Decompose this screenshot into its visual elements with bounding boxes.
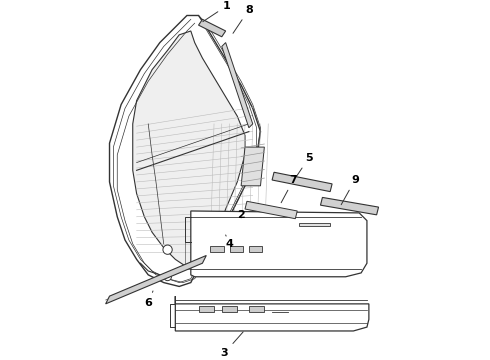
Text: 9: 9	[341, 175, 359, 205]
Polygon shape	[222, 306, 237, 312]
Circle shape	[164, 273, 171, 281]
Polygon shape	[191, 211, 367, 277]
Polygon shape	[241, 147, 264, 186]
Polygon shape	[222, 42, 253, 128]
Polygon shape	[245, 201, 297, 219]
Polygon shape	[198, 306, 214, 312]
Polygon shape	[249, 246, 263, 252]
Polygon shape	[229, 246, 243, 252]
Polygon shape	[110, 15, 261, 287]
Polygon shape	[299, 222, 330, 226]
Text: 8: 8	[233, 5, 253, 33]
Text: 1: 1	[203, 1, 231, 22]
Text: 4: 4	[225, 235, 233, 249]
Polygon shape	[249, 306, 264, 312]
Polygon shape	[175, 296, 369, 331]
Text: 2: 2	[237, 210, 245, 220]
Polygon shape	[210, 246, 224, 252]
Polygon shape	[133, 31, 245, 267]
Text: 7: 7	[281, 175, 297, 203]
Text: 3: 3	[220, 332, 243, 358]
Polygon shape	[106, 256, 206, 304]
Polygon shape	[198, 19, 226, 37]
Polygon shape	[272, 172, 332, 192]
Text: 5: 5	[297, 153, 313, 176]
Polygon shape	[320, 197, 379, 215]
Text: 6: 6	[144, 291, 153, 308]
Circle shape	[163, 245, 172, 254]
